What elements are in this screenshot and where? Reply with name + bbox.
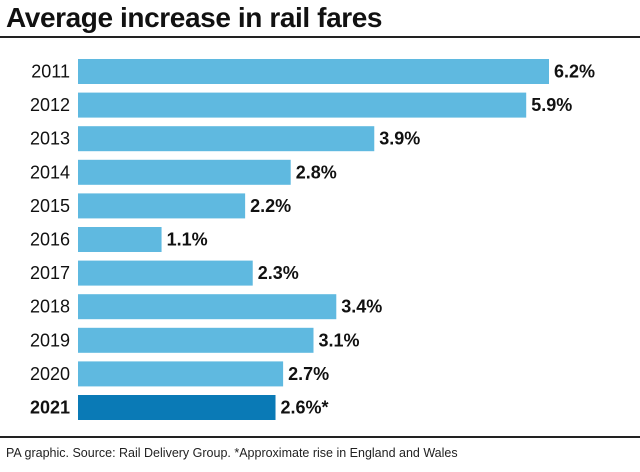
- value-label-2017: 2.3%: [258, 263, 299, 283]
- source-footnote: PA graphic. Source: Rail Delivery Group.…: [6, 446, 458, 460]
- bar-2015: [78, 193, 246, 219]
- value-label-2015: 2.2%: [250, 196, 291, 216]
- bottom-rule: [0, 436, 640, 438]
- value-label-2016: 1.1%: [167, 230, 208, 250]
- value-label-2013: 3.9%: [379, 129, 420, 149]
- value-label-2019: 3.1%: [319, 330, 360, 350]
- bar-2011: [78, 59, 549, 84]
- year-label-2012: 2012: [30, 95, 70, 115]
- year-label-2021: 2021: [30, 398, 70, 418]
- bar-2016: [78, 227, 162, 252]
- chart-title: Average increase in rail fares: [6, 2, 383, 33]
- year-label-2018: 2018: [30, 297, 70, 317]
- bar-2012: [78, 92, 527, 118]
- year-label-2019: 2019: [30, 330, 70, 350]
- value-label-2020: 2.7%: [288, 364, 329, 384]
- bar-2013: [78, 126, 375, 152]
- year-label-2016: 2016: [30, 230, 70, 250]
- bar-2017: [78, 260, 253, 286]
- bar-2021: [78, 395, 276, 420]
- year-label-2014: 2014: [30, 162, 70, 182]
- bar-2014: [78, 159, 291, 185]
- value-label-2018: 3.4%: [341, 297, 382, 317]
- year-label-2015: 2015: [30, 196, 70, 216]
- value-label-2011: 6.2%: [554, 62, 595, 82]
- bar-2018: [78, 294, 337, 320]
- value-label-2012: 5.9%: [531, 95, 572, 115]
- value-label-2021: 2.6%*: [281, 398, 329, 418]
- year-label-2013: 2013: [30, 129, 70, 149]
- year-label-2011: 2011: [31, 62, 70, 82]
- year-label-2017: 2017: [30, 263, 70, 283]
- year-label-2020: 2020: [30, 364, 70, 384]
- value-label-2014: 2.8%: [296, 162, 337, 182]
- top-rule: [0, 36, 640, 38]
- bar-2019: [78, 327, 314, 353]
- bar-2020: [78, 361, 284, 387]
